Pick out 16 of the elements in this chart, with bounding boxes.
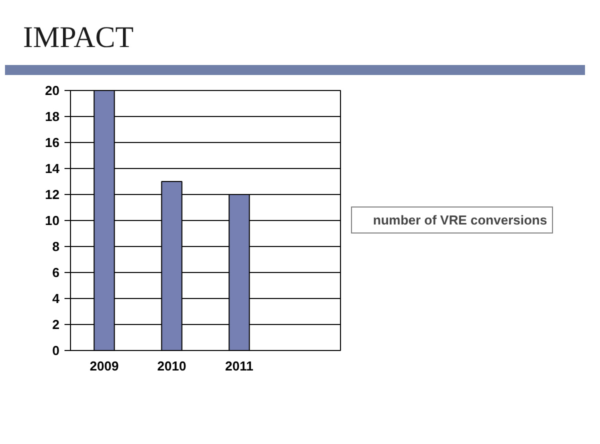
y-tick-label: 16: [45, 135, 60, 150]
y-tick-label: 14: [45, 161, 60, 176]
x-tick-label: 2009: [90, 358, 119, 374]
chart-title: IMPACT: [23, 20, 134, 56]
x-tick-label: 2010: [157, 358, 186, 374]
y-tick-label: 10: [45, 213, 60, 228]
y-tick-label: 2: [52, 317, 60, 332]
text: number of VRE conversions: [373, 212, 548, 228]
y-tick-label: 18: [45, 109, 60, 124]
y-tick-label: 8: [52, 239, 60, 254]
x-tick-label: 2011: [225, 358, 254, 374]
y-tick-label: 12: [45, 187, 60, 202]
y-tick-label: 4: [52, 291, 60, 306]
y-tick-label: 0: [52, 343, 60, 358]
y-tick-label: 20: [45, 83, 60, 98]
y-tick-label: 6: [52, 265, 60, 280]
